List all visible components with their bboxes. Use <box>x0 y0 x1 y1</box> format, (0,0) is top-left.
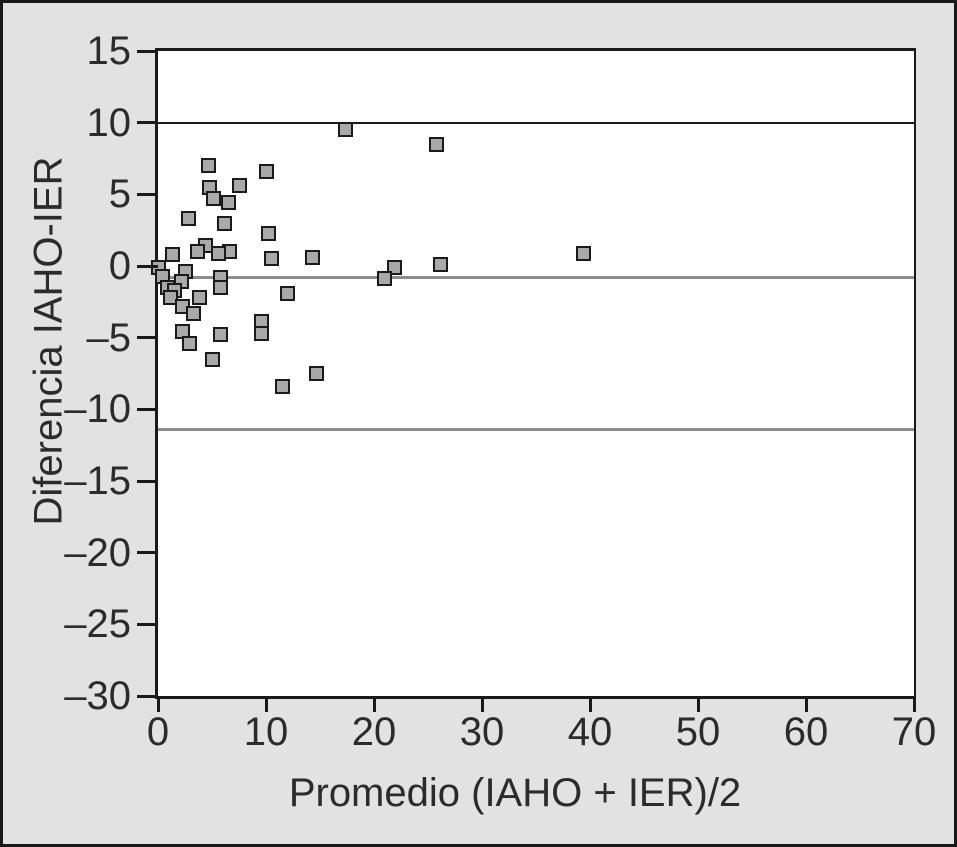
data-point <box>309 366 325 381</box>
y-axis-tick-label: –5 <box>86 315 132 360</box>
data-point <box>254 325 270 341</box>
data-point <box>210 245 226 261</box>
y-axis-tick <box>137 121 158 125</box>
y-axis-tick <box>137 407 158 411</box>
y-axis-tick-label: 5 <box>108 172 131 217</box>
data-point <box>429 136 445 152</box>
y-axis-tick-label: –20 <box>64 530 131 575</box>
x-axis-tick-label: 60 <box>783 710 829 754</box>
x-axis-tick-label: 70 <box>891 710 937 754</box>
x-axis-tick-label: 10 <box>243 710 289 754</box>
data-point <box>190 244 206 260</box>
data-point <box>387 259 403 275</box>
x-axis-tick-label: 40 <box>567 710 613 754</box>
data-point <box>274 378 290 394</box>
data-point <box>181 335 197 351</box>
x-axis-tick <box>804 696 808 712</box>
data-point <box>433 257 449 273</box>
data-point <box>204 351 220 367</box>
x-axis-tick <box>480 696 484 712</box>
data-point <box>180 211 196 227</box>
y-axis-tick <box>137 622 158 626</box>
x-axis-tick <box>588 696 592 712</box>
data-point <box>260 225 276 241</box>
upper-limit-line <box>158 121 914 124</box>
y-axis-tick <box>137 336 158 340</box>
y-axis-tick-label: 0 <box>108 244 131 288</box>
data-point <box>191 290 207 306</box>
x-axis-title: Promedio (IAHO + IER)/2 <box>288 771 742 815</box>
x-axis-tick-label: 50 <box>675 710 721 754</box>
y-axis-tick <box>137 192 158 196</box>
data-point <box>213 280 229 295</box>
data-point <box>231 178 247 194</box>
data-point <box>164 247 180 263</box>
x-axis-tick <box>696 696 700 712</box>
mean-line <box>158 276 914 279</box>
data-point <box>263 251 279 267</box>
data-point <box>163 290 179 306</box>
x-axis-tick-label: 20 <box>351 710 397 754</box>
y-axis-tick <box>137 551 158 555</box>
data-point <box>258 163 274 179</box>
y-axis-tick <box>137 479 158 483</box>
y-axis-tick <box>137 49 158 53</box>
y-axis-tick-label: –30 <box>64 674 131 718</box>
y-axis-tick-label: 10 <box>86 100 132 145</box>
y-axis-tick <box>137 264 158 268</box>
data-point <box>213 327 229 343</box>
y-axis-tick-label: 15 <box>86 29 132 73</box>
data-point <box>338 122 354 138</box>
data-point <box>205 191 221 207</box>
x-axis-tick <box>264 696 268 712</box>
x-axis-tick <box>912 696 916 712</box>
x-axis-tick <box>156 696 160 712</box>
y-axis-tick-label: –10 <box>64 387 131 432</box>
data-point <box>377 271 393 287</box>
x-axis-tick-label: 30 <box>459 710 505 754</box>
data-point <box>576 245 592 261</box>
lower-limit-line <box>158 428 914 431</box>
data-point <box>220 195 236 211</box>
data-point <box>280 285 296 301</box>
data-point <box>201 158 217 174</box>
y-axis-tick-label: –15 <box>64 459 131 503</box>
data-point <box>186 305 202 321</box>
x-axis-tick-label: 0 <box>146 710 170 754</box>
data-point <box>217 215 233 231</box>
data-point <box>304 249 320 265</box>
y-axis-tick-label: –25 <box>64 602 131 647</box>
x-axis-tick <box>372 696 376 712</box>
plot-area <box>150 48 916 699</box>
y-axis-tick <box>137 694 158 698</box>
